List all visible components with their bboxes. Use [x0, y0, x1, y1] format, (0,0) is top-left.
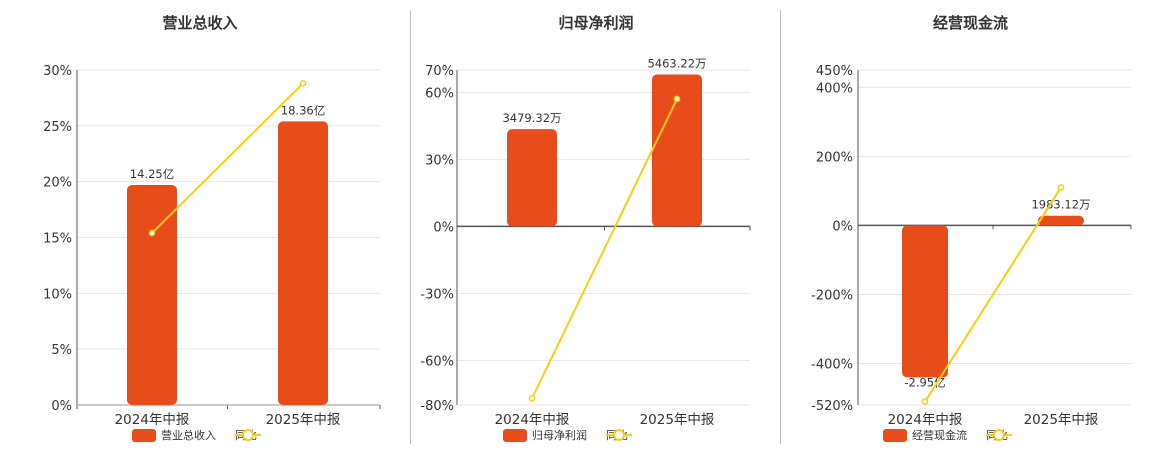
x-category-label: 2024年中报 — [495, 412, 570, 428]
bar — [652, 74, 702, 227]
y-tick-label: 70% — [425, 64, 454, 79]
y-tick-label: 10% — [43, 287, 72, 302]
bar — [902, 225, 948, 378]
y-tick-label: -60% — [420, 354, 454, 369]
bar — [127, 185, 177, 405]
legend-line-swatch — [235, 429, 261, 441]
y-tick-label: 20% — [43, 176, 72, 191]
chart-svg-revenue: 0% 5% 10% 15% 20% 25% 30% 14.25亿 18.36亿 2024年中报 20… — [43, 64, 381, 428]
legend-bar-label: 营业总收入 — [161, 429, 216, 442]
bar — [507, 129, 557, 227]
y-tick-label: -30% — [420, 287, 454, 302]
yoy-point — [673, 95, 681, 103]
chart-legend: 经营现金流 同比 — [781, 428, 1160, 446]
chart-legend: 归母净利润 同比 — [411, 428, 781, 446]
y-tick-label: 25% — [43, 120, 72, 135]
chart-legend: 营业总收入 同比 — [0, 428, 400, 446]
legend-bar-swatch — [883, 428, 907, 442]
yoy-point — [1057, 184, 1065, 191]
x-category-label: 2025年中报 — [640, 412, 715, 428]
bar-data-label: 14.25亿 — [130, 167, 174, 181]
panel-divider — [780, 10, 781, 444]
chart-title: 经营现金流 — [932, 14, 1008, 32]
bar — [278, 121, 328, 405]
bar-data-label: 1983.12万 — [1031, 198, 1090, 212]
y-tick-label: 0% — [832, 219, 853, 234]
y-tick-label: -400% — [811, 358, 853, 373]
yoy-point — [299, 80, 307, 87]
y-tick-label: 0% — [433, 220, 454, 235]
yoy-line — [924, 186, 1062, 403]
yoy-line — [151, 82, 304, 234]
legend-item-bar[interactable]: 归母净利润 — [503, 428, 587, 444]
legend-item-line[interactable]: 同比 — [986, 428, 1012, 444]
y-tick-label: 200% — [816, 150, 853, 165]
x-category-label: 2025年中报 — [1024, 412, 1099, 428]
bar — [1038, 215, 1084, 226]
panel-divider — [410, 10, 411, 444]
chart-title: 营业总收入 — [162, 14, 238, 32]
y-tick-label: 15% — [43, 232, 72, 247]
y-tick-label: -80% — [420, 399, 454, 414]
legend-bar-swatch — [132, 428, 156, 442]
y-tick-label: -520% — [811, 399, 853, 414]
legend-item-line[interactable]: 同比 — [606, 428, 632, 444]
chart-panel-cash-flow: 经营现金流 -520% -400% -200% 0% 200% 400% 450% -2.95… — [781, 0, 1160, 450]
chart-title: 归母净利润 — [558, 14, 634, 32]
chart-panel-revenue: 营业总收入 0% 5% 10% 15% 20% 25% 30% 14.25亿 18.36亿 202… — [0, 0, 400, 450]
y-tick-label: 30% — [425, 153, 454, 168]
y-tick-label: 5% — [51, 343, 72, 358]
x-category-label: 2025年中报 — [266, 412, 341, 428]
x-category-label: 2024年中报 — [115, 412, 190, 428]
yoy-point — [528, 394, 536, 402]
y-tick-label: 30% — [43, 64, 72, 79]
legend-item-bar[interactable]: 营业总收入 — [132, 428, 216, 444]
chart-svg-cash-flow: -520%-400%-200%0%200%400%450%-2.95亿1983.… — [811, 64, 1132, 428]
x-category-label: 2024年中报 — [888, 412, 963, 428]
yoy-point — [148, 229, 156, 237]
chart-panel-net-profit: 归母净利润 -80% -60% -30% 0% 30% 60% 70% 3479.32万 546… — [411, 0, 781, 450]
legend-bar-swatch — [503, 428, 527, 442]
legend-bar-label: 经营现金流 — [912, 429, 967, 442]
legend-item-line[interactable]: 同比 — [235, 428, 261, 444]
bar-data-label: 5463.22万 — [647, 56, 706, 70]
bar-data-label: 18.36亿 — [281, 103, 325, 117]
legend-bar-label: 归母净利润 — [532, 429, 587, 442]
legend-item-bar[interactable]: 经营现金流 — [883, 428, 967, 444]
legend-line-swatch — [606, 429, 632, 441]
legend-line-swatch — [986, 429, 1012, 441]
bar-data-label: 3479.32万 — [502, 111, 561, 125]
y-tick-label: 400% — [816, 81, 853, 96]
yoy-point — [921, 398, 929, 405]
y-tick-label: 60% — [425, 86, 454, 101]
yoy-line — [531, 98, 678, 399]
y-tick-label: 0% — [51, 399, 72, 414]
y-tick-label: -200% — [811, 288, 853, 303]
y-tick-label: 450% — [816, 64, 853, 79]
chart-svg-net-profit: -80% -60% -30% 0% 30% 60% 70% 3479.32万 5463.22万 2… — [420, 56, 751, 428]
